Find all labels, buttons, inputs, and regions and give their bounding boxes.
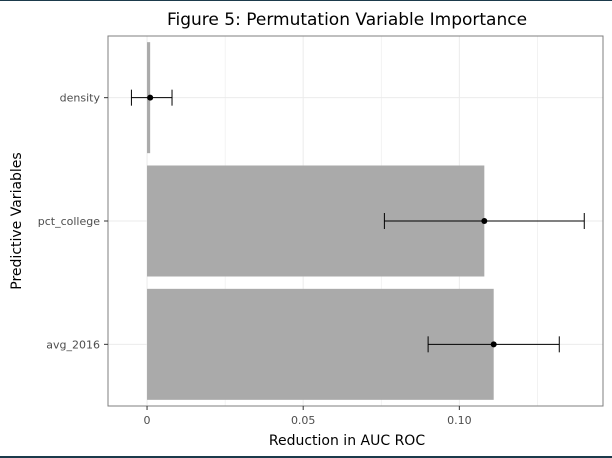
chart-title: Figure 5: Permutation Variable Importanc… [167,10,527,30]
y-axis-ticks: density pct_college avg_2016 [38,92,108,351]
point-avg_2016 [490,341,497,348]
x-tick-label: 0.05 [291,414,316,427]
x-axis-ticks: 0 0.05 0.10 [144,406,472,427]
x-tick-label: 0.10 [447,414,472,427]
y-tick-label: avg_2016 [46,338,100,351]
y-tick-label: density [60,92,101,105]
point-density [147,94,154,101]
y-tick-label: pct_college [38,215,100,228]
point-pct_college [481,218,488,224]
x-tick-label: 0 [144,414,151,427]
points [147,94,497,348]
x-axis-title: Reduction in AUC ROC [269,433,425,449]
y-axis-title: Predictive Variables [9,152,25,289]
